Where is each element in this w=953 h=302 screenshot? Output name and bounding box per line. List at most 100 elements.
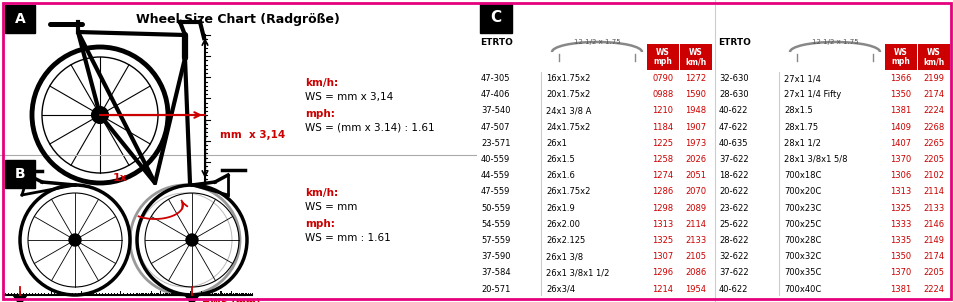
- Circle shape: [91, 107, 108, 123]
- Text: 700x25C: 700x25C: [783, 220, 821, 229]
- Text: 37-622: 37-622: [719, 155, 748, 164]
- Text: 37-540: 37-540: [480, 106, 510, 115]
- Text: 2026: 2026: [684, 155, 706, 164]
- Polygon shape: [185, 295, 199, 302]
- Text: 2102: 2102: [923, 171, 943, 180]
- Text: 1370: 1370: [889, 268, 911, 278]
- Text: 16x1.75x2: 16x1.75x2: [545, 74, 590, 83]
- Text: C: C: [490, 11, 501, 25]
- Text: 1184: 1184: [652, 123, 673, 132]
- Text: 1225: 1225: [652, 139, 673, 148]
- Text: Wheel Size Chart (Radgröße): Wheel Size Chart (Radgröße): [136, 13, 339, 26]
- Text: 26x1.5: 26x1.5: [545, 155, 574, 164]
- Text: 28x1.5: 28x1.5: [783, 106, 812, 115]
- Text: 37-590: 37-590: [480, 252, 510, 261]
- Text: 32-630: 32-630: [719, 74, 748, 83]
- Text: km/h:: km/h:: [305, 78, 337, 88]
- Text: 26x1 3/8: 26x1 3/8: [545, 252, 582, 261]
- Text: mm  x 3,14: mm x 3,14: [220, 130, 285, 140]
- Text: 1350: 1350: [889, 252, 911, 261]
- FancyBboxPatch shape: [679, 44, 711, 70]
- Text: 1x: 1x: [112, 173, 128, 183]
- Text: 12 1/2 x 1.75: 12 1/2 x 1.75: [573, 39, 619, 45]
- Text: 1907: 1907: [684, 123, 706, 132]
- Text: 2114: 2114: [923, 188, 943, 196]
- Text: B: B: [14, 167, 26, 181]
- Text: WS = mm x 3,14: WS = mm x 3,14: [305, 92, 393, 102]
- Text: 44-559: 44-559: [480, 171, 510, 180]
- Text: 40-635: 40-635: [719, 139, 748, 148]
- FancyBboxPatch shape: [646, 44, 679, 70]
- Text: 1381: 1381: [889, 106, 911, 115]
- Text: 700x40C: 700x40C: [783, 284, 821, 294]
- Text: km/h:: km/h:: [305, 188, 337, 198]
- Text: ETRTO: ETRTO: [479, 38, 513, 47]
- Text: 1370: 1370: [889, 155, 911, 164]
- FancyBboxPatch shape: [5, 160, 35, 188]
- Text: WS = mm : 1.61: WS = mm : 1.61: [305, 233, 391, 243]
- Text: 26x1 3/8x1 1/2: 26x1 3/8x1 1/2: [545, 268, 609, 278]
- Text: 1296: 1296: [652, 268, 673, 278]
- Text: 1325: 1325: [652, 236, 673, 245]
- Text: 40-622: 40-622: [719, 284, 747, 294]
- Text: 2089: 2089: [684, 204, 706, 213]
- Text: 28x1.75: 28x1.75: [783, 123, 818, 132]
- Text: mph:: mph:: [305, 219, 335, 229]
- Text: ETRTO: ETRTO: [718, 38, 750, 47]
- Text: 54-559: 54-559: [480, 220, 510, 229]
- Text: 1366: 1366: [889, 74, 911, 83]
- Circle shape: [69, 234, 81, 246]
- Text: 700x20C: 700x20C: [783, 188, 821, 196]
- Text: 20-622: 20-622: [719, 188, 747, 196]
- Text: 40-622: 40-622: [719, 106, 747, 115]
- Text: 700x32C: 700x32C: [783, 252, 821, 261]
- Text: 32-622: 32-622: [719, 252, 748, 261]
- Text: 1286: 1286: [652, 188, 673, 196]
- Text: mph:: mph:: [305, 109, 335, 119]
- Text: 1313: 1313: [652, 220, 673, 229]
- Text: 18-622: 18-622: [719, 171, 748, 180]
- Text: 2265: 2265: [923, 139, 943, 148]
- Text: 2268: 2268: [923, 123, 943, 132]
- Circle shape: [186, 234, 198, 246]
- Text: 2149: 2149: [923, 236, 943, 245]
- Text: 57-559: 57-559: [480, 236, 510, 245]
- Text: 27x1 1/4: 27x1 1/4: [783, 74, 820, 83]
- Text: 2133: 2133: [923, 204, 943, 213]
- Text: 23-571: 23-571: [480, 139, 510, 148]
- Text: 0988: 0988: [652, 90, 673, 99]
- Text: 1272: 1272: [684, 74, 706, 83]
- Text: 26x1: 26x1: [545, 139, 566, 148]
- Text: 26x1.6: 26x1.6: [545, 171, 575, 180]
- Text: 2051: 2051: [685, 171, 706, 180]
- Text: 47-559: 47-559: [480, 188, 510, 196]
- Text: WS
mph: WS mph: [891, 48, 909, 66]
- Text: 700x23C: 700x23C: [783, 204, 821, 213]
- Text: 37-622: 37-622: [719, 268, 748, 278]
- Text: 700x28C: 700x28C: [783, 236, 821, 245]
- Text: 2114: 2114: [685, 220, 706, 229]
- Text: 1335: 1335: [889, 236, 911, 245]
- Text: 40-559: 40-559: [480, 155, 510, 164]
- FancyBboxPatch shape: [917, 44, 949, 70]
- FancyBboxPatch shape: [479, 3, 512, 33]
- Text: 700x18C: 700x18C: [783, 171, 821, 180]
- Text: 26x1.75x2: 26x1.75x2: [545, 188, 590, 196]
- Text: 2224: 2224: [923, 284, 943, 294]
- Text: 1214: 1214: [652, 284, 673, 294]
- Text: 27x1 1/4 Fifty: 27x1 1/4 Fifty: [783, 90, 841, 99]
- FancyBboxPatch shape: [5, 5, 35, 33]
- Text: 2105: 2105: [685, 252, 706, 261]
- Text: 28-630: 28-630: [719, 90, 748, 99]
- Text: 24x1 3/8 A: 24x1 3/8 A: [545, 106, 591, 115]
- Text: 26x3/4: 26x3/4: [545, 284, 575, 294]
- Text: 2205: 2205: [923, 268, 943, 278]
- Text: 20x1.75x2: 20x1.75x2: [545, 90, 590, 99]
- Text: 1307: 1307: [652, 252, 673, 261]
- Text: 2133: 2133: [684, 236, 706, 245]
- Text: 1306: 1306: [889, 171, 911, 180]
- Text: 2174: 2174: [923, 90, 943, 99]
- Text: 1210: 1210: [652, 106, 673, 115]
- Text: 0790: 0790: [652, 74, 673, 83]
- Text: 1333: 1333: [889, 220, 911, 229]
